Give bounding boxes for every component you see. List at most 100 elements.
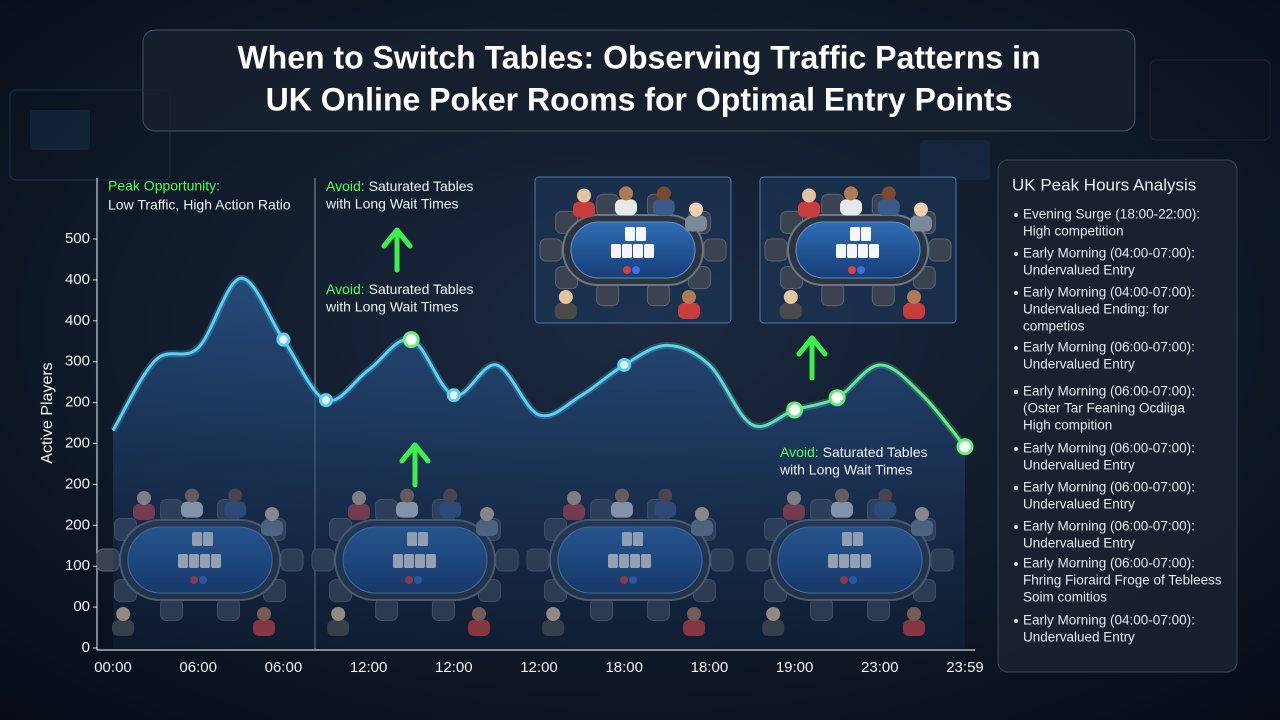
x-tick-label: 12:00 [350, 659, 388, 676]
card [869, 244, 879, 258]
panel-item: High compition [1023, 418, 1112, 433]
player-head [656, 186, 671, 201]
bullet [1014, 291, 1018, 295]
chair [646, 283, 670, 307]
card [625, 227, 635, 241]
player-body [554, 303, 577, 319]
x-tick-label: 12:00 [520, 659, 558, 676]
bullet [1014, 562, 1018, 566]
annotation: Avoid: Saturated Tables [326, 178, 474, 194]
annotation-lead: Avoid: [326, 178, 365, 194]
card [847, 244, 857, 258]
y-tick-label: 00 [73, 598, 90, 615]
card [861, 227, 871, 241]
area [113, 278, 965, 648]
player-head [558, 290, 573, 304]
player-body [573, 201, 595, 218]
title-box [142, 29, 1136, 132]
annotation: Avoid: Saturated Tables [326, 281, 474, 297]
y-tick-label: 500 [65, 230, 90, 247]
card [836, 244, 846, 258]
y-tick-label: 200 [65, 475, 90, 492]
annotation-text: with Long Wait Times [325, 299, 459, 315]
player-body [685, 215, 707, 232]
panel-item: Early Morning (06:00-07:00): [1023, 480, 1195, 495]
x-tick-label: 06:00 [179, 659, 217, 676]
card [611, 244, 621, 258]
annotation-text: Saturated Tables [369, 281, 474, 297]
panel-item: Soim comitios [1023, 590, 1107, 605]
panel-item: Undervalued Entry [1023, 630, 1135, 645]
player-head [914, 202, 928, 217]
point-marker [402, 331, 420, 349]
annotation-text: Saturated Tables [823, 444, 928, 460]
bullet [1014, 252, 1018, 256]
bullet [1014, 619, 1018, 623]
chair [703, 238, 727, 262]
chip [848, 266, 856, 274]
y-tick-label: 200 [65, 434, 90, 451]
panel-item: Undervalued Ending: for [1023, 302, 1169, 317]
card [858, 244, 868, 258]
bullet [1014, 390, 1018, 394]
point-marker [617, 357, 632, 372]
y-tick-label: 100 [65, 557, 90, 574]
poker-table [759, 176, 957, 324]
annotation-text: with Long Wait Times [779, 462, 913, 478]
card [850, 227, 860, 241]
chart-title: UK Online Poker Rooms for Optimal Entry … [266, 81, 1013, 117]
bullet [1014, 525, 1018, 529]
player-body [798, 201, 820, 218]
card [644, 244, 654, 258]
y-tick-label: 300 [65, 353, 90, 370]
panel-title: UK Peak Hours Analysis [1012, 175, 1196, 194]
panel-item: Undervalued Entry [1023, 357, 1135, 372]
x-tick-label: 23:00 [861, 659, 899, 676]
poker-table [534, 176, 732, 324]
panel-item: Undervalued Entry [1023, 263, 1135, 278]
x-tick-label: 19:00 [776, 659, 814, 676]
player-head [619, 186, 633, 201]
arrow [399, 442, 431, 488]
point-marker [956, 438, 974, 456]
x-tick-label: 18:00 [605, 659, 643, 676]
player-body [678, 303, 700, 319]
bullet [1014, 486, 1018, 490]
player-body [779, 303, 802, 319]
bg-screens [9, 59, 1271, 181]
player-head [907, 290, 921, 304]
player-head [577, 188, 591, 203]
arrow [381, 227, 413, 273]
player-head [844, 186, 858, 201]
panel-item: Undervalued Entry [1023, 497, 1135, 512]
chair [871, 283, 895, 307]
panel-item: (Oster Tar Feaning Ocdiiga [1023, 401, 1185, 416]
player-body [840, 199, 862, 216]
annotation-text: with Long Wait Times [325, 196, 459, 212]
x-tick-label: 06:00 [265, 659, 303, 676]
player-head [682, 290, 696, 304]
annotation: Avoid: Saturated Tables [780, 444, 928, 460]
panel-item: Undervalued Entry [1023, 536, 1135, 551]
panel-item: Fhring Fioraird Froge of Tebleess [1023, 573, 1222, 588]
card [636, 227, 646, 241]
annotation-text: Saturated Tables [369, 178, 474, 194]
traffic-line [111, 276, 967, 448]
side-panel [997, 159, 1238, 673]
panel-item: Early Morning (04:00-07:00): [1023, 246, 1195, 261]
panel-item: Early Morning (06:00-07:00): [1023, 556, 1195, 571]
player-head [689, 202, 703, 217]
panel-item: Early Morning (06:00-07:00): [1023, 519, 1195, 534]
chart-title: When to Switch Tables: Observing Traffic… [237, 39, 1040, 75]
player-body [910, 215, 932, 232]
player-body [903, 303, 925, 319]
panel-item: High competition [1023, 224, 1124, 239]
point-marker [319, 393, 333, 408]
annotation-lead: Avoid: [780, 444, 819, 460]
panel-item: Early Morning (06:00-07:00): [1023, 340, 1195, 355]
bullet [1014, 447, 1018, 451]
chip [623, 266, 631, 274]
